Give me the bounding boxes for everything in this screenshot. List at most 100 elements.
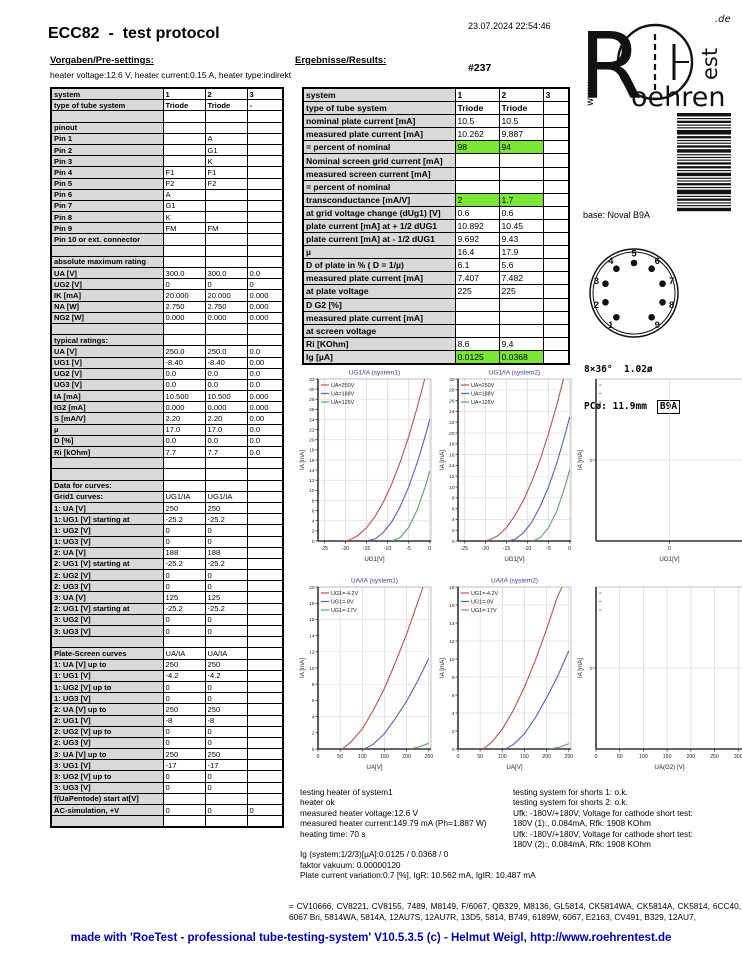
curve-UG1=-4.2V [482, 587, 563, 749]
svg-text:100: 100 [498, 754, 507, 760]
value-cell [246, 725, 284, 738]
value-cell: - [246, 99, 284, 112]
value-cell [498, 323, 544, 338]
row-label-cell: IK [mA] [50, 289, 164, 302]
value-cell [542, 192, 570, 207]
table-row: 1: UA [V] up to 250 250 [50, 658, 284, 671]
svg-text:-10: -10 [384, 546, 392, 552]
table-row: Ri [KOhm] 8.6 9.4 [302, 336, 570, 351]
value-cell: 250 [204, 658, 248, 671]
value-cell: -25.2 [162, 602, 206, 615]
row-label-cell: 1: UA [V] up to [50, 658, 164, 671]
value-cell: 0 [204, 613, 248, 627]
svg-text:IA [mA]: IA [mA] [439, 658, 446, 678]
table-row: 1: UG3 [V] 0 0 [50, 692, 284, 705]
table-row: 1: UG2 [V] up to 0 0 [50, 680, 284, 694]
svg-text:50: 50 [617, 754, 623, 760]
value-cell: 0.000 [204, 401, 248, 414]
svg-text:6: 6 [452, 693, 455, 699]
value-cell [246, 222, 284, 235]
value-cell [454, 323, 500, 338]
table-row: measured plate current [mA] 7.407 7.482 [302, 271, 570, 286]
row-label-cell [50, 322, 164, 336]
svg-text:100: 100 [358, 754, 367, 760]
row-label-cell: type of tube system [50, 99, 164, 112]
value-cell: 10.5 [498, 114, 544, 129]
svg-text:9: 9 [655, 320, 660, 331]
svg-text:14: 14 [449, 621, 455, 627]
value-cell: 0.0 [246, 367, 284, 380]
value-cell [246, 591, 284, 604]
value-cell: 2.20 [204, 412, 248, 425]
row-label-cell: = percent of nominal [302, 140, 456, 155]
logo-tube-circle [616, 23, 694, 101]
svg-text:18: 18 [449, 442, 455, 448]
row-label-cell: 2: UA [V] [50, 546, 164, 559]
row-label-cell: Ri [KOhm] [302, 336, 456, 351]
value-cell [246, 468, 284, 481]
svg-text:IA [mA]: IA [mA] [577, 658, 584, 678]
svg-text:8: 8 [312, 682, 315, 688]
value-cell [246, 658, 284, 671]
row-label-cell: Pin 6 [50, 188, 164, 201]
pin-2 [602, 298, 609, 306]
note-line: measured heater voltage:12.6 V [300, 807, 419, 818]
row-label-cell [50, 815, 164, 828]
presettings-heading: Vorgaben/Pre-settings: [50, 55, 154, 66]
value-cell: 0 [162, 535, 206, 548]
value-cell: 2.750 [204, 300, 248, 313]
value-cell: -4.2 [204, 669, 248, 682]
row-label-cell: UA [V] [50, 266, 164, 280]
value-cell: 0 [162, 803, 206, 817]
table-row: 3: UG3 [V] 0 0 [50, 624, 284, 638]
table-row: 2: UA [V] 188 188 [50, 546, 284, 559]
row-label-cell: 1: UA [V] [50, 501, 164, 515]
svg-text:4: 4 [312, 519, 315, 525]
table-row: Pin 10 or ext. connector [50, 233, 284, 246]
table-row: Pin 4 F1 F1 [50, 166, 284, 179]
value-cell [204, 334, 248, 347]
row-label-cell: IA [mA] [50, 390, 164, 403]
value-cell [246, 211, 284, 224]
value-cell: 300.0 [204, 266, 248, 280]
curve-UA=188V [366, 419, 431, 541]
value-cell [246, 613, 284, 627]
note-line: 180V (1):, 0.084mA, Rfk: 1908 KOhm [513, 818, 651, 829]
value-cell: -25.2 [204, 513, 248, 526]
curve-UA=250V [343, 379, 426, 541]
value-cell [454, 179, 500, 194]
table-row: D of plate in % ( D = 1/µ) 6.1 5.6 [302, 258, 570, 273]
row-label-cell: at grid voltage change (dUg1) [V] [302, 205, 456, 220]
value-cell [204, 457, 248, 470]
value-cell: 3 [246, 87, 284, 101]
svg-text:0: 0 [452, 747, 455, 753]
table-row: 2: UG2 [V] 0 0 [50, 569, 284, 582]
svg-text:28: 28 [309, 397, 315, 403]
svg-text:18: 18 [309, 448, 315, 454]
svg-text:200: 200 [542, 754, 551, 760]
table-row: Pin 2 G1 [50, 143, 284, 157]
value-cell: 0 [162, 736, 206, 750]
row-label-cell [50, 636, 164, 649]
table-row: Pin 7 G1 [50, 199, 284, 213]
note-line: Ufk: -180V/+180V, Voltage for cathode sh… [513, 828, 693, 839]
svg-text:12: 12 [449, 639, 455, 645]
chart-svg: 0 50 100 150 200 250 300 0 UA(G2) [V] IA [mA] [577, 586, 742, 771]
row-label-cell: type of tube system [302, 101, 456, 116]
svg-text:UA[V]: UA[V] [366, 764, 382, 771]
value-cell [454, 153, 500, 168]
table-row: at screen voltage [302, 323, 570, 338]
svg-text:18: 18 [449, 585, 455, 591]
table-row: at plate voltage 225 225 [302, 284, 570, 299]
value-cell [246, 770, 284, 783]
value-cell [246, 457, 284, 470]
svg-text:UG1/IA (system2): UG1/IA (system2) [489, 370, 540, 377]
value-cell: 0.0368 [498, 349, 544, 365]
row-label-cell: measured plate current [mA] [302, 127, 456, 142]
value-cell: 17.9 [498, 245, 544, 260]
socket-svg: 12 34 5 67 89 [589, 248, 679, 338]
svg-text:10: 10 [309, 488, 315, 494]
value-cell: -25.2 [162, 513, 206, 526]
value-cell [246, 580, 284, 593]
svg-text:0: 0 [595, 754, 598, 760]
